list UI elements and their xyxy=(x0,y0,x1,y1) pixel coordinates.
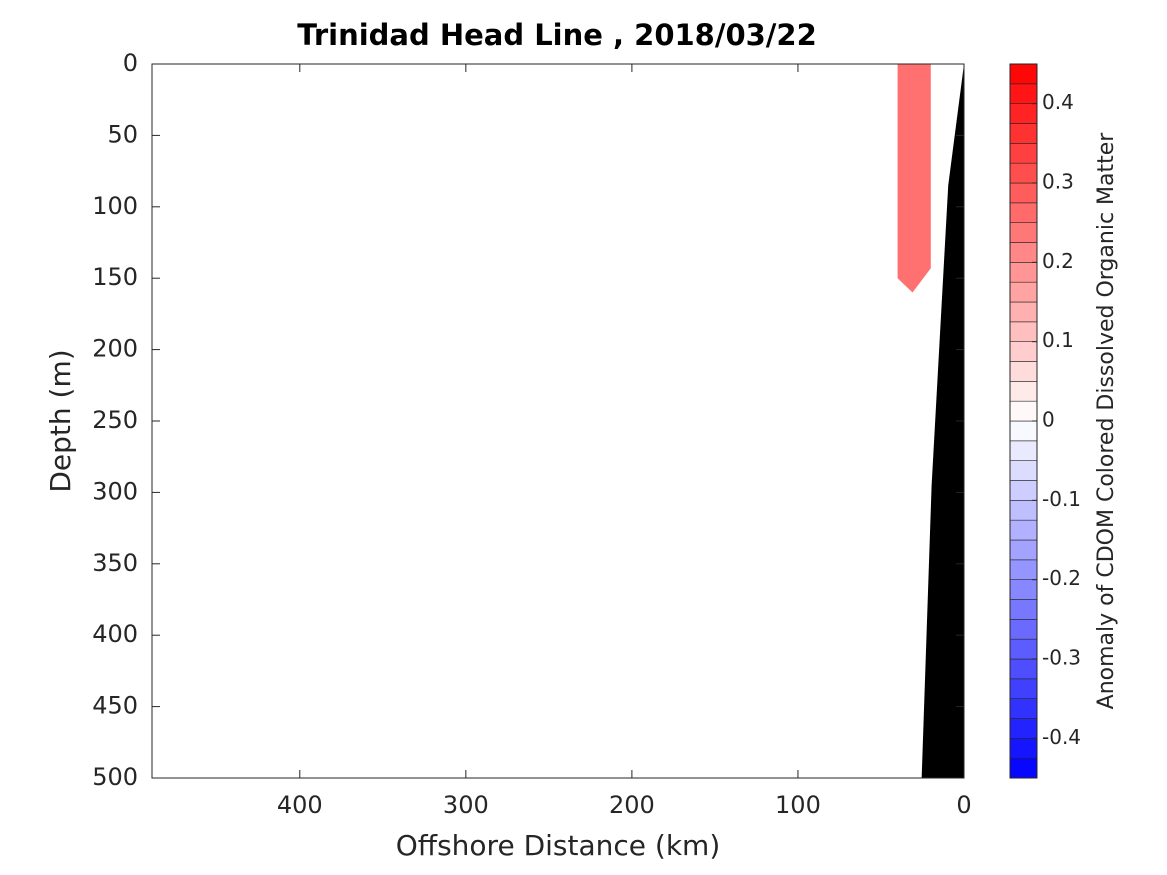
colorbar-segment xyxy=(1009,500,1038,521)
colorbar-segment xyxy=(1009,242,1038,263)
colorbar-segment xyxy=(1009,658,1038,680)
colorbar-segment xyxy=(1009,63,1038,85)
colorbar-segment xyxy=(1009,321,1038,342)
colorbar-tick-label: 0.1 xyxy=(1042,328,1074,352)
colorbar-label: Anomaly of CDOM Colored Dissolved Organi… xyxy=(1094,132,1119,710)
colorbar-segment xyxy=(1009,222,1038,243)
colorbar-segment xyxy=(1009,162,1038,184)
y-tick-label: 200 xyxy=(92,335,138,363)
colorbar-segment xyxy=(1009,202,1038,223)
colorbar-tick-label: 0 xyxy=(1042,408,1055,432)
plot-frame xyxy=(151,63,965,779)
colorbar-segment xyxy=(1009,103,1038,124)
colorbar-segment xyxy=(1009,182,1038,204)
y-axis-label: Depth (m) xyxy=(44,349,77,492)
colorbar-segment xyxy=(1009,539,1038,561)
colorbar-segment xyxy=(1009,599,1038,620)
colorbar-segment xyxy=(1009,440,1038,461)
colorbar-segment xyxy=(1009,480,1038,501)
colorbar-segment xyxy=(1009,638,1038,660)
colorbar-tick-label: 0.2 xyxy=(1042,249,1074,273)
colorbar-segment xyxy=(1009,83,1038,104)
y-tick-label: 450 xyxy=(92,692,138,720)
colorbar-segment xyxy=(1009,559,1038,580)
colorbar-tick-label: -0.4 xyxy=(1042,725,1081,749)
y-tick-label: 0 xyxy=(123,49,138,77)
colorbar-tick-label: 0.4 xyxy=(1042,90,1074,114)
colorbar-segment xyxy=(1009,361,1038,382)
colorbar-segment xyxy=(1009,757,1038,779)
colorbar-segment xyxy=(1009,698,1038,719)
colorbar-segment xyxy=(1009,579,1038,600)
y-tick-label: 350 xyxy=(92,549,138,577)
colorbar-segment xyxy=(1009,718,1038,739)
x-tick-label: 0 xyxy=(956,791,971,819)
colorbar-segment xyxy=(1009,123,1038,144)
x-axis-label: Offshore Distance (km) xyxy=(396,829,721,862)
y-tick-label: 300 xyxy=(92,477,138,505)
colorbar-segment xyxy=(1009,143,1038,164)
colorbar-segment xyxy=(1009,381,1038,402)
bathymetry xyxy=(921,64,964,778)
y-tick-label: 250 xyxy=(92,406,138,434)
colorbar-segment xyxy=(1009,262,1038,283)
x-tick-label: 400 xyxy=(277,791,323,819)
colorbar-segment xyxy=(1009,460,1038,481)
colorbar-tick-label: -0.2 xyxy=(1042,566,1081,590)
y-tick-label: 500 xyxy=(92,763,138,791)
colorbar-tick-label: -0.3 xyxy=(1042,646,1081,670)
colorbar-segment xyxy=(1009,519,1038,541)
colorbar-segment xyxy=(1009,678,1038,699)
colorbar-segment xyxy=(1009,738,1038,759)
anomaly-patch xyxy=(897,64,931,293)
y-tick-label: 50 xyxy=(107,120,138,148)
colorbar-segment xyxy=(1009,281,1038,303)
x-tick-label: 200 xyxy=(609,791,655,819)
x-tick-label: 300 xyxy=(443,791,489,819)
x-tick-label: 100 xyxy=(775,791,821,819)
colorbar-segment xyxy=(1009,301,1038,323)
y-tick-label: 150 xyxy=(92,263,138,291)
chart-title: Trinidad Head Line , 2018/03/22 xyxy=(297,18,817,52)
y-tick-label: 100 xyxy=(92,192,138,220)
y-tick-label: 400 xyxy=(92,620,138,648)
colorbar-segment xyxy=(1009,400,1038,422)
colorbar-tick-label: 0.3 xyxy=(1042,170,1074,194)
colorbar-segment xyxy=(1009,619,1038,640)
colorbar-segment xyxy=(1009,420,1038,442)
colorbar-segment xyxy=(1009,341,1038,362)
colorbar-tick-label: -0.1 xyxy=(1042,487,1081,511)
